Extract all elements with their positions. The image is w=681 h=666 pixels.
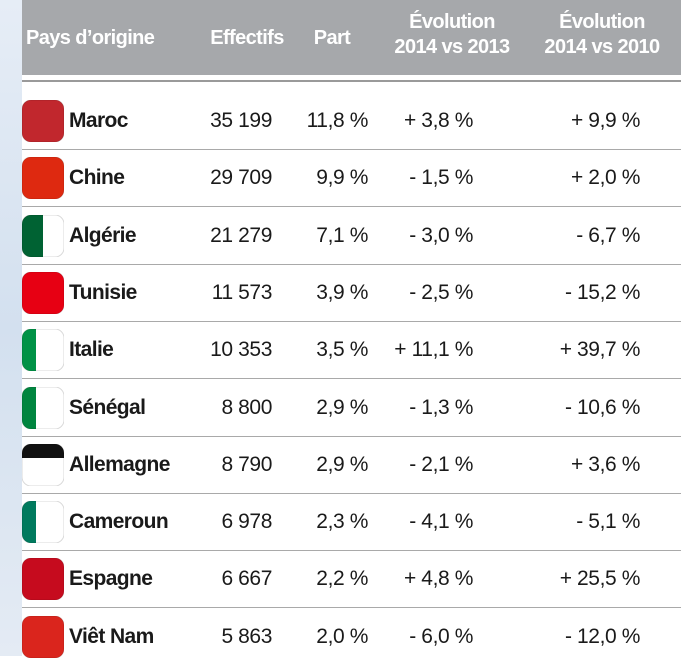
flag-icon xyxy=(22,558,64,601)
table-cell: 29 709 xyxy=(210,166,272,190)
table-cell: + 3,8 % xyxy=(404,109,473,132)
table-cell: 2,9 % xyxy=(316,452,368,476)
table-row: Viêt Nam 5 863 2,0 % - 6,0 % - 12,0 % xyxy=(22,609,681,666)
header-cell: Évolution 2014 vs 2010 xyxy=(544,11,660,58)
table-cell: 8 790 xyxy=(221,452,272,476)
flag-icon xyxy=(22,329,64,372)
table-cell: - 2,1 % xyxy=(409,452,473,476)
table-cell: 6 978 xyxy=(221,510,272,534)
table-cell: 21 279 xyxy=(210,223,272,247)
header-cell: Part xyxy=(313,27,351,49)
table-cell: 5 863 xyxy=(221,624,272,648)
table-cell: 7,1 % xyxy=(316,223,368,247)
table-cell: - 5,1 % xyxy=(576,510,640,534)
country-name: Italie xyxy=(69,338,114,362)
table-cell: 35 199 xyxy=(210,109,272,132)
table-row: Allemagne 8 790 2,9 % - 2,1 % + 3,6 % xyxy=(22,437,681,494)
flag-icon xyxy=(22,100,64,142)
table-cell: 2,0 % xyxy=(316,624,368,648)
table-cell: + 3,6 % xyxy=(571,452,640,476)
country-name: Allemagne xyxy=(69,452,170,476)
rule xyxy=(22,80,681,82)
table-cell: 6 667 xyxy=(221,567,272,591)
header-cell: Pays d’origine xyxy=(26,27,155,49)
table-row: Tunisie 11 573 3,9 % - 2,5 % - 15,2 % xyxy=(22,265,681,322)
flag-icon xyxy=(22,615,64,658)
table-cell: - 3,0 % xyxy=(409,223,473,247)
table-cell: + 2,0 % xyxy=(571,166,640,190)
table-cell: 2,3 % xyxy=(316,510,368,534)
table-cell: + 11,1 % xyxy=(394,338,473,362)
table-cell: 8 800 xyxy=(221,395,272,419)
table-cell: - 15,2 % xyxy=(564,280,640,304)
table-cell: 10 353 xyxy=(210,338,272,362)
table-cell: - 6,0 % xyxy=(409,624,473,648)
table-cell: - 4,1 % xyxy=(409,510,473,534)
table-row: Chine 29 709 9,9 % - 1,5 % + 2,0 % xyxy=(22,150,681,208)
table-row: Espagne 6 667 2,2 % + 4,8 % + 25,5 % xyxy=(22,551,681,609)
table-cell: - 10,6 % xyxy=(564,395,640,419)
country-name: Tunisie xyxy=(69,280,137,304)
table-cell: - 1,5 % xyxy=(409,166,473,190)
table-row: Italie 10 353 3,5 % + 11,1 % + 39,7 % xyxy=(22,322,681,380)
table-cell: + 39,7 % xyxy=(559,338,641,362)
table-row: Sénégal 8 800 2,9 % - 1,3 % - 10,6 % xyxy=(22,380,681,437)
table-cell: + 9,9 % xyxy=(571,109,640,132)
table-cell: 9,9 % xyxy=(316,166,368,190)
country-name: Maroc xyxy=(69,109,128,132)
flag-icon xyxy=(22,386,64,429)
header: Pays d’origine Effectifs Part Évolution … xyxy=(22,0,681,75)
table-cell: 11,8 % xyxy=(306,109,369,132)
country-name: Chine xyxy=(69,166,125,190)
table-cell: - 12,0 % xyxy=(564,624,640,648)
table-cell: + 25,5 % xyxy=(559,567,641,591)
table-cell: 2,9 % xyxy=(316,395,368,419)
table-cell: 2,2 % xyxy=(316,567,368,591)
table-cell: 3,9 % xyxy=(316,280,368,304)
table-cell: + 4,8 % xyxy=(404,567,473,591)
flag-icon xyxy=(22,214,64,257)
country-name: Viêt Nam xyxy=(69,624,154,648)
side-band xyxy=(0,0,22,656)
country-name: Espagne xyxy=(69,567,153,591)
table-cell: 11 573 xyxy=(211,280,273,304)
country-name: Algérie xyxy=(69,223,137,247)
country-name: Cameroun xyxy=(69,510,169,534)
flag-icon xyxy=(22,157,64,200)
table-row: Maroc 35 199 11,8 % + 3,8 % + 9,9 % xyxy=(22,93,681,150)
country-name: Sénégal xyxy=(69,395,146,419)
header-cell: Effectifs xyxy=(210,27,284,49)
flag-icon xyxy=(22,501,64,544)
table-cell: - 6,7 % xyxy=(576,223,640,247)
table-cell: - 1,3 % xyxy=(409,395,473,419)
table-row: Cameroun 6 978 2,3 % - 4,1 % - 5,1 % xyxy=(22,494,681,552)
flag-icon xyxy=(22,443,64,486)
flag-icon xyxy=(22,271,64,314)
header-cell: Évolution 2014 vs 2013 xyxy=(394,11,510,58)
table-row: Algérie 21 279 7,1 % - 3,0 % - 6,7 % xyxy=(22,208,681,265)
table-cell: 3,5 % xyxy=(316,338,368,362)
table-cell: - 2,5 % xyxy=(409,280,473,304)
